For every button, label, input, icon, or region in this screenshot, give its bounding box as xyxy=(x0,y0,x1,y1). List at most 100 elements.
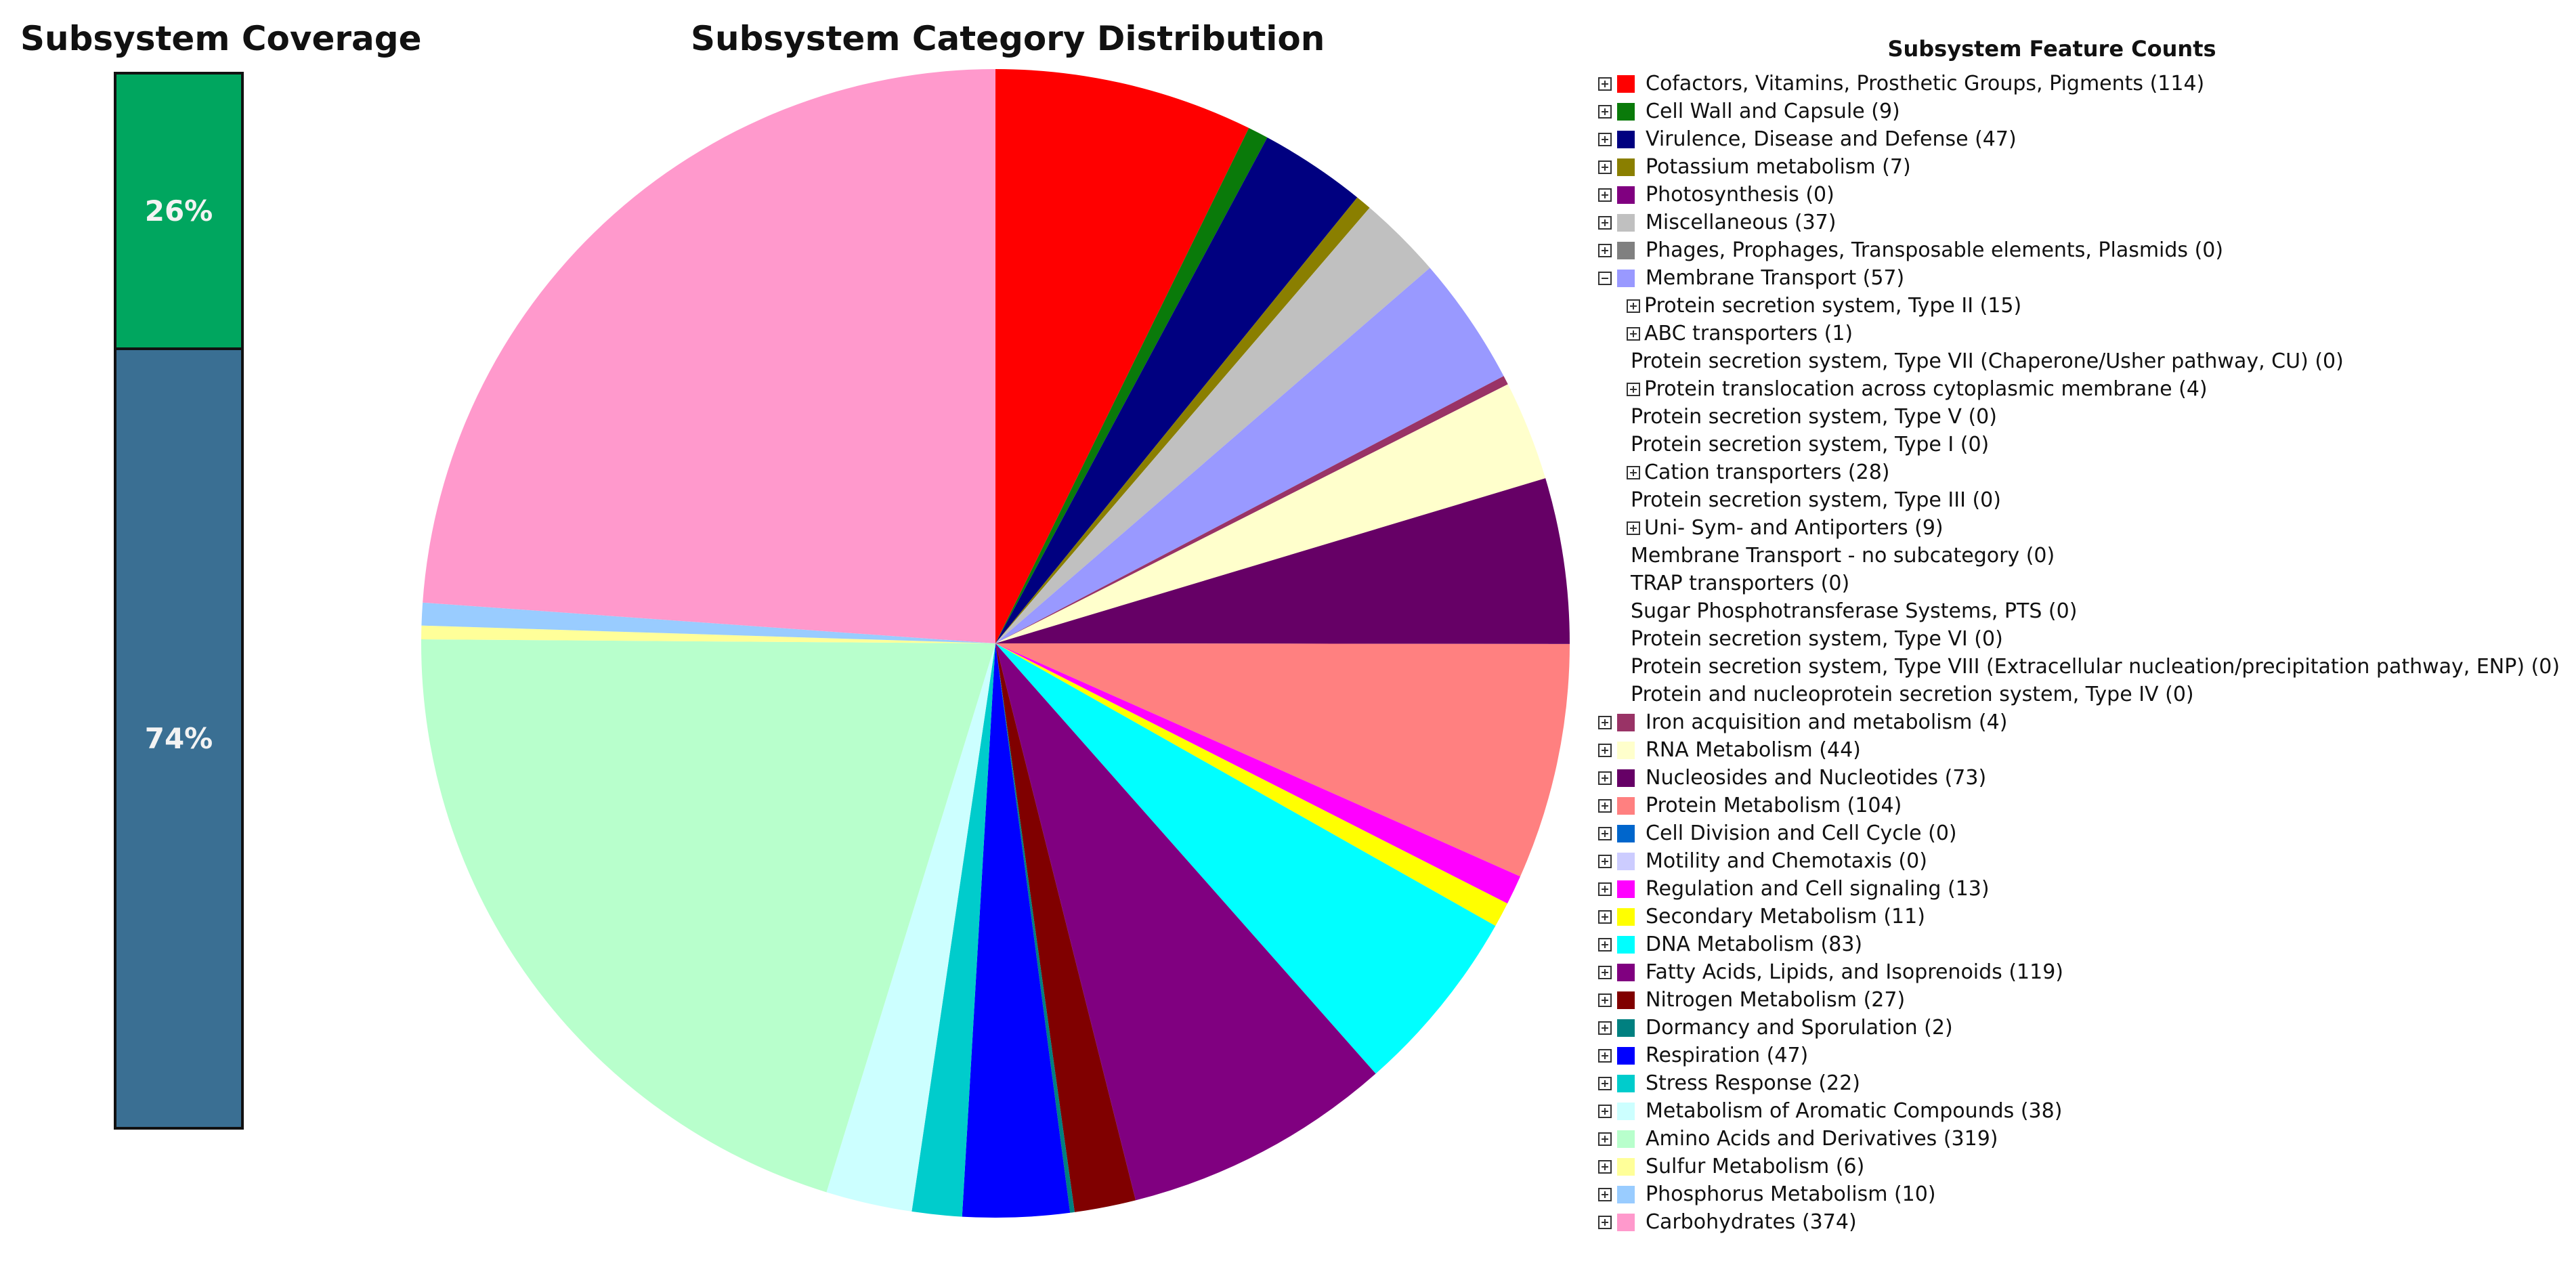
legend-category-row[interactable]: Photosynthesis (0) xyxy=(1598,181,2560,209)
legend-category-row[interactable]: Secondary Metabolism (11) xyxy=(1598,903,2560,931)
legend-subcategory-row[interactable]: ABC transporters (1) xyxy=(1598,320,2560,347)
legend-category-row[interactable]: Virulence, Disease and Defense (47) xyxy=(1598,125,2560,153)
legend-category-row[interactable]: Phages, Prophages, Transposable elements… xyxy=(1598,236,2560,264)
legend-category-row[interactable]: Metabolism of Aromatic Compounds (38) xyxy=(1598,1097,2560,1125)
expand-plus-icon[interactable] xyxy=(1598,1132,1612,1146)
pie-slice[interactable] xyxy=(995,69,1249,643)
legend-label: Amino Acids and Derivatives (319) xyxy=(1646,1127,1998,1151)
pie-slice[interactable] xyxy=(995,376,1508,643)
legend-category-row[interactable]: Membrane Transport (57) xyxy=(1598,264,2560,292)
pie-slice[interactable] xyxy=(421,602,995,643)
expand-plus-icon[interactable] xyxy=(1598,826,1612,840)
pie-slice[interactable] xyxy=(995,137,1358,643)
expand-plus-icon[interactable] xyxy=(1598,798,1612,813)
legend-category-row[interactable]: Cell Wall and Capsule (9) xyxy=(1598,98,2560,125)
expand-plus-icon[interactable] xyxy=(1598,1048,1612,1063)
legend-category-row[interactable]: Stress Response (22) xyxy=(1598,1069,2560,1097)
expand-plus-icon[interactable] xyxy=(1627,521,1640,535)
legend-label: Nitrogen Metabolism (27) xyxy=(1646,988,1906,1012)
legend-swatch xyxy=(1617,880,1635,898)
legend-subcategory-row[interactable]: Uni- Sym- and Antiporters (9) xyxy=(1598,514,2560,542)
legend-category-row[interactable]: DNA Metabolism (83) xyxy=(1598,931,2560,958)
expand-plus-icon[interactable] xyxy=(1598,1187,1612,1201)
expand-plus-icon[interactable] xyxy=(1598,910,1612,924)
expand-plus-icon[interactable] xyxy=(1598,715,1612,729)
pie-slice[interactable] xyxy=(995,207,1430,643)
expand-plus-icon[interactable] xyxy=(1598,160,1612,174)
pie-slice[interactable] xyxy=(995,478,1570,644)
expand-plus-icon[interactable] xyxy=(1598,215,1612,230)
legend-swatch xyxy=(1617,824,1635,842)
expand-plus-icon[interactable] xyxy=(1598,1021,1612,1035)
expand-plus-icon[interactable] xyxy=(1598,993,1612,1007)
legend-category-row[interactable]: Respiration (47) xyxy=(1598,1042,2560,1069)
pie-slice[interactable] xyxy=(995,128,1268,644)
pie-slice[interactable] xyxy=(911,643,995,1217)
expand-plus-icon[interactable] xyxy=(1598,771,1612,785)
expand-plus-icon[interactable] xyxy=(1598,882,1612,896)
pie-slice[interactable] xyxy=(995,268,1504,643)
pie-slice[interactable] xyxy=(962,643,1071,1218)
collapse-minus-icon[interactable] xyxy=(1598,271,1612,285)
legend-category-row[interactable]: Miscellaneous (37) xyxy=(1598,209,2560,236)
legend-category-row[interactable]: RNA Metabolism (44) xyxy=(1598,736,2560,764)
expand-plus-icon[interactable] xyxy=(1598,243,1612,257)
expand-plus-icon[interactable] xyxy=(1627,382,1640,396)
legend-category-row[interactable]: Motility and Chemotaxis (0) xyxy=(1598,847,2560,875)
expand-plus-icon[interactable] xyxy=(1598,77,1612,91)
legend-category-row[interactable]: Cofactors, Vitamins, Prosthetic Groups, … xyxy=(1598,70,2560,98)
legend-category-row[interactable]: Dormancy and Sporulation (2) xyxy=(1598,1014,2560,1042)
legend-swatch xyxy=(1617,1213,1635,1231)
legend-swatch xyxy=(1617,1019,1635,1037)
legend-category-row[interactable]: Cell Division and Cell Cycle (0) xyxy=(1598,819,2560,847)
expand-plus-icon[interactable] xyxy=(1627,465,1640,479)
pie-slice[interactable] xyxy=(995,643,1136,1212)
legend-category-row[interactable]: Fatty Acids, Lipids, and Isoprenoids (11… xyxy=(1598,958,2560,986)
expand-plus-icon[interactable] xyxy=(1598,132,1612,146)
coverage-segment: 26% xyxy=(116,74,241,350)
legend-subcategory-row[interactable]: Protein secretion system, Type II (15) xyxy=(1598,292,2560,320)
legend-label: Fatty Acids, Lipids, and Isoprenoids (11… xyxy=(1646,960,2064,984)
legend-label: Dormancy and Sporulation (2) xyxy=(1646,1016,1953,1040)
expand-plus-icon[interactable] xyxy=(1598,854,1612,868)
pie-slice[interactable] xyxy=(423,69,995,643)
expand-plus-icon[interactable] xyxy=(1598,188,1612,202)
legend-subcategory-row[interactable]: Cation transporters (28) xyxy=(1598,458,2560,486)
legend-category-row[interactable]: Phosphorus Metabolism (10) xyxy=(1598,1180,2560,1208)
expand-plus-icon[interactable] xyxy=(1598,965,1612,979)
expand-plus-icon[interactable] xyxy=(1627,326,1640,341)
pie-slice[interactable] xyxy=(421,639,995,1193)
legend-category-row[interactable]: Carbohydrates (374) xyxy=(1598,1208,2560,1236)
expand-plus-icon[interactable] xyxy=(1598,1159,1612,1174)
legend-category-row[interactable]: Nucleosides and Nucleotides (73) xyxy=(1598,764,2560,792)
legend-swatch xyxy=(1617,741,1635,759)
pie-slice[interactable] xyxy=(995,643,1496,1074)
pie-slice[interactable] xyxy=(421,625,995,643)
legend-category-row[interactable]: Amino Acids and Derivatives (319) xyxy=(1598,1125,2560,1153)
legend-subcategory-row: TRAP transporters (0) xyxy=(1598,570,2560,597)
legend-subcategory-row: Protein secretion system, Type V (0) xyxy=(1598,403,2560,431)
pie-slice[interactable] xyxy=(995,197,1370,643)
expand-plus-icon[interactable] xyxy=(1627,299,1640,313)
expand-plus-icon[interactable] xyxy=(1598,104,1612,119)
legend-category-row[interactable]: Regulation and Cell signaling (13) xyxy=(1598,875,2560,903)
pie-slice[interactable] xyxy=(995,643,1520,904)
pie-slice[interactable] xyxy=(995,384,1546,643)
expand-plus-icon[interactable] xyxy=(1598,937,1612,952)
legend-category-row[interactable]: Sulfur Metabolism (6) xyxy=(1598,1153,2560,1180)
expand-plus-icon[interactable] xyxy=(1598,1215,1612,1229)
pie-slice[interactable] xyxy=(826,643,995,1212)
expand-plus-icon[interactable] xyxy=(1598,743,1612,757)
legend-label: Regulation and Cell signaling (13) xyxy=(1646,877,1990,901)
legend-subcategory-row[interactable]: Protein translocation across cytoplasmic… xyxy=(1598,375,2560,403)
legend-category-row[interactable]: Potassium metabolism (7) xyxy=(1598,153,2560,181)
legend-category-row[interactable]: Iron acquisition and metabolism (4) xyxy=(1598,708,2560,736)
legend-category-row[interactable]: Protein Metabolism (104) xyxy=(1598,792,2560,819)
legend-category-row[interactable]: Nitrogen Metabolism (27) xyxy=(1598,986,2560,1014)
pie-slice[interactable] xyxy=(995,643,1376,1201)
expand-plus-icon[interactable] xyxy=(1598,1104,1612,1118)
pie-slice[interactable] xyxy=(995,643,1507,926)
pie-slice[interactable] xyxy=(995,643,1570,877)
pie-slice[interactable] xyxy=(995,643,1075,1213)
expand-plus-icon[interactable] xyxy=(1598,1076,1612,1090)
